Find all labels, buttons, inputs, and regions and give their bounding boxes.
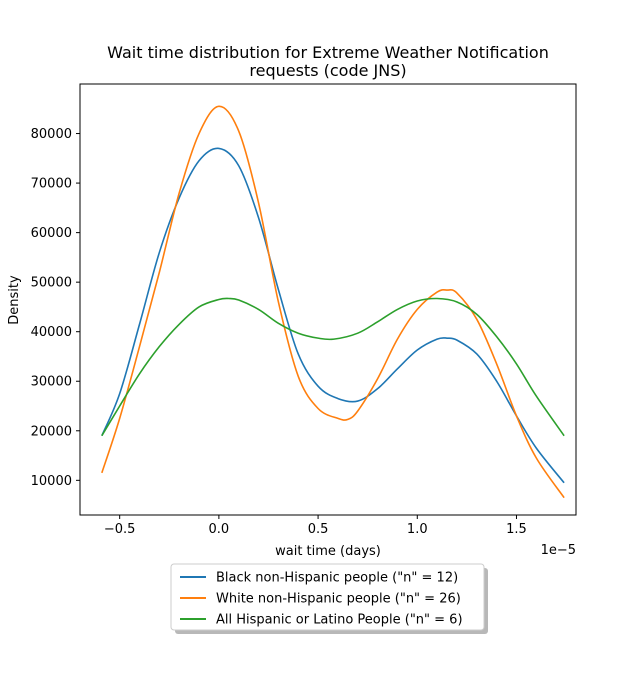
x-tick-label: 0.5 (308, 522, 329, 537)
x-axis-offset-label: 1e−5 (541, 543, 576, 558)
x-tick-label: 1.5 (506, 522, 527, 537)
series-line-2 (101, 297, 565, 437)
y-tick-label: 50000 (31, 276, 72, 291)
x-tick-label: −0.5 (104, 522, 136, 537)
x-tick-label: 1.0 (407, 522, 428, 537)
y-axis-label: Density (7, 275, 22, 325)
x-axis-ticks: −0.5 0.0 0.5 1.0 1.5 (104, 515, 527, 537)
y-tick-label: 20000 (31, 424, 72, 439)
legend-label-0: Black non-Hispanic people ("n" = 12) (216, 571, 458, 586)
y-tick-label: 70000 (31, 177, 72, 192)
x-tick-label: 0.0 (209, 522, 230, 537)
legend-box (170, 563, 485, 631)
y-tick-label: 80000 (31, 127, 72, 142)
y-tick-label: 30000 (31, 375, 72, 390)
plot-frame (79, 83, 577, 516)
legend: Black non-Hispanic people ("n" = 12) Whit… (170, 563, 488, 634)
chart-title-line-2: requests (code JNS) (249, 61, 406, 80)
series-layer (101, 105, 565, 499)
legend-label-2: All Hispanic or Latino People ("n" = 6) (216, 613, 463, 628)
series-line-1 (101, 105, 565, 499)
y-tick-label: 10000 (31, 474, 72, 489)
y-tick-label: 60000 (31, 226, 72, 241)
y-axis-ticks: 10000 20000 30000 40000 50000 60000 70000 80000 (31, 127, 80, 489)
legend-entries: Black non-Hispanic people ("n" = 12) Whit… (180, 571, 463, 628)
chart-title-line-1: Wait time distribution for Extreme Weath… (107, 43, 549, 62)
series-line-0 (101, 147, 565, 484)
legend-label-1: White non-Hispanic people ("n" = 26) (216, 592, 461, 607)
x-axis-label: wait time (days) (275, 544, 381, 559)
y-tick-label: 40000 (31, 325, 72, 340)
